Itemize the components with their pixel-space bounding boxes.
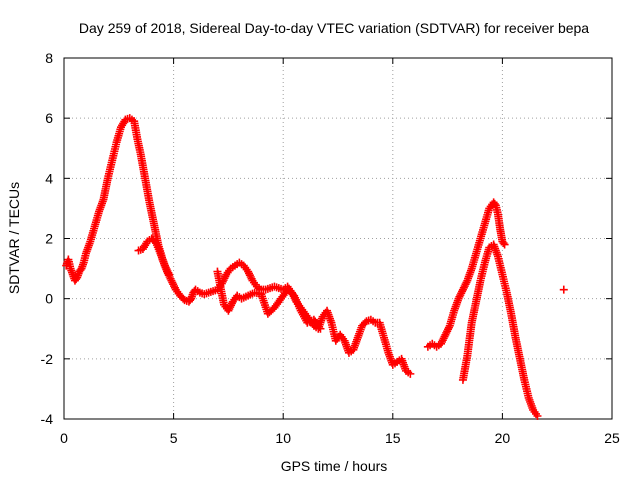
data-point bbox=[444, 325, 453, 334]
data-point bbox=[455, 292, 464, 301]
y-tick-label: 2 bbox=[45, 231, 53, 247]
data-point bbox=[170, 282, 179, 291]
data-point bbox=[162, 265, 171, 274]
y-tick-label: 8 bbox=[45, 50, 53, 66]
data-point bbox=[533, 411, 542, 420]
y-axis-label: SDTVAR / TECUs bbox=[6, 182, 22, 294]
x-tick-label: 0 bbox=[60, 430, 68, 446]
axis-ticks bbox=[63, 57, 613, 420]
data-point bbox=[315, 322, 324, 331]
chart-title: Day 259 of 2018, Sidereal Day-to-day VTE… bbox=[79, 20, 589, 36]
data-point bbox=[460, 282, 469, 291]
data-point bbox=[440, 332, 449, 341]
data-point bbox=[459, 283, 468, 292]
data-point bbox=[444, 323, 453, 332]
data-point bbox=[224, 306, 233, 315]
data-point bbox=[225, 304, 234, 313]
data-point bbox=[461, 280, 470, 289]
data-point bbox=[72, 275, 81, 284]
y-tick-labels: -4 -2 0 2 4 6 8 bbox=[41, 50, 54, 427]
data-point bbox=[167, 276, 176, 285]
data-point bbox=[458, 285, 467, 294]
data-point bbox=[499, 239, 508, 248]
x-tick-label: 5 bbox=[170, 430, 178, 446]
data-point bbox=[169, 280, 178, 289]
data-point bbox=[244, 267, 253, 276]
data-point bbox=[500, 240, 509, 249]
data-point bbox=[161, 263, 170, 272]
x-axis-label: GPS time / hours bbox=[281, 458, 388, 474]
series-main-trace bbox=[62, 114, 415, 378]
data-point bbox=[457, 289, 466, 298]
data-point bbox=[439, 334, 448, 343]
y-tick-label: 0 bbox=[45, 291, 53, 307]
data-point bbox=[441, 330, 450, 339]
data-point bbox=[164, 268, 173, 277]
y-tick-label: -2 bbox=[41, 351, 54, 367]
data-point bbox=[442, 328, 451, 337]
y-tick-label: 4 bbox=[45, 170, 53, 186]
data-point bbox=[165, 270, 174, 279]
data-point bbox=[316, 324, 325, 333]
data-point bbox=[437, 339, 446, 348]
series bbox=[62, 114, 568, 420]
data-point bbox=[458, 287, 467, 296]
x-tick-label: 25 bbox=[604, 430, 620, 446]
data-point bbox=[437, 337, 446, 346]
series-secondary-trace bbox=[134, 234, 325, 333]
data-point bbox=[490, 199, 499, 208]
plot-frame bbox=[63, 57, 613, 420]
x-tick-label: 10 bbox=[275, 430, 291, 446]
data-point bbox=[245, 271, 254, 280]
data-point bbox=[166, 274, 175, 283]
data-point bbox=[245, 269, 254, 278]
data-point bbox=[406, 369, 415, 378]
data-point bbox=[456, 291, 465, 300]
data-point bbox=[454, 294, 463, 303]
y-tick-label: 6 bbox=[45, 110, 53, 126]
data-point bbox=[160, 261, 169, 270]
data-point bbox=[559, 285, 568, 294]
data-point bbox=[186, 296, 195, 305]
data-point bbox=[443, 327, 452, 336]
data-point bbox=[163, 266, 172, 275]
x-tick-label: 20 bbox=[495, 430, 511, 446]
x-tick-labels: 0 5 10 15 20 25 bbox=[60, 430, 620, 446]
data-point bbox=[246, 273, 255, 282]
data-point bbox=[76, 266, 85, 275]
grid bbox=[64, 58, 612, 419]
y-tick-label: -4 bbox=[41, 411, 54, 427]
x-tick-label: 15 bbox=[385, 430, 401, 446]
data-point bbox=[227, 301, 236, 310]
data-point bbox=[462, 278, 471, 287]
data-point bbox=[226, 303, 235, 312]
data-point bbox=[168, 278, 177, 287]
data-point bbox=[438, 336, 447, 345]
series-late-trace bbox=[423, 198, 568, 420]
